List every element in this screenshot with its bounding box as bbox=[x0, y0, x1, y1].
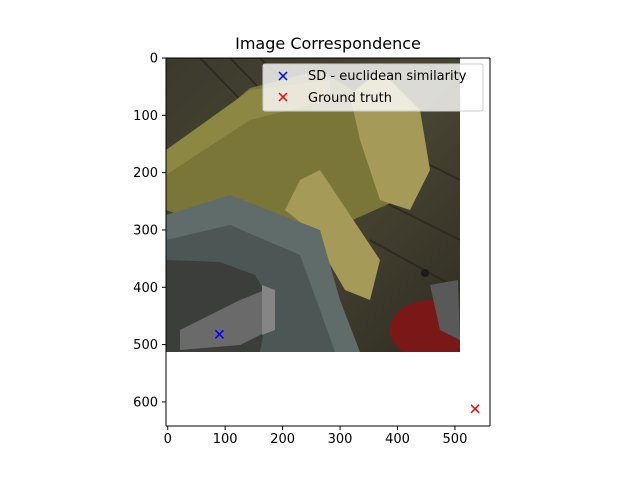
x-tick-label-2: 200 bbox=[270, 432, 295, 447]
y-tick-label-3: 300 bbox=[133, 223, 158, 238]
x-tick-label-3: 300 bbox=[328, 432, 353, 447]
plot-frame bbox=[165, 57, 491, 427]
x-tick-label-0: 0 bbox=[164, 432, 172, 447]
x-axis-ticks: 0 100 200 300 400 500 bbox=[164, 426, 468, 447]
x-tick-label-5: 500 bbox=[443, 432, 468, 447]
y-tick-label-1: 100 bbox=[133, 109, 158, 124]
marker-series-0-point-0 bbox=[214, 329, 224, 339]
y-axis-ticks: 0 100 200 300 400 500 600 bbox=[133, 52, 166, 410]
legend-label-1: Ground truth bbox=[308, 91, 392, 106]
legend-marker-1 bbox=[278, 92, 288, 102]
chart-title: Image Correspondence bbox=[235, 34, 421, 53]
y-tick-label-4: 400 bbox=[133, 281, 158, 296]
y-tick-label-2: 200 bbox=[133, 166, 158, 181]
legend-marker-0 bbox=[278, 71, 288, 81]
legend-label-0: SD - euclidean similarity bbox=[308, 69, 467, 84]
scatter-markers bbox=[214, 329, 480, 414]
x-tick-label-1: 100 bbox=[213, 432, 238, 447]
y-tick-label-0: 0 bbox=[150, 52, 158, 67]
x-tick-label-4: 400 bbox=[385, 432, 410, 447]
y-tick-label-6: 600 bbox=[133, 395, 158, 410]
y-tick-label-5: 500 bbox=[133, 338, 158, 353]
legend-box bbox=[262, 63, 484, 112]
marker-series-1-point-0 bbox=[470, 404, 480, 414]
legend: SD - euclidean similarity Ground truth bbox=[262, 63, 484, 112]
